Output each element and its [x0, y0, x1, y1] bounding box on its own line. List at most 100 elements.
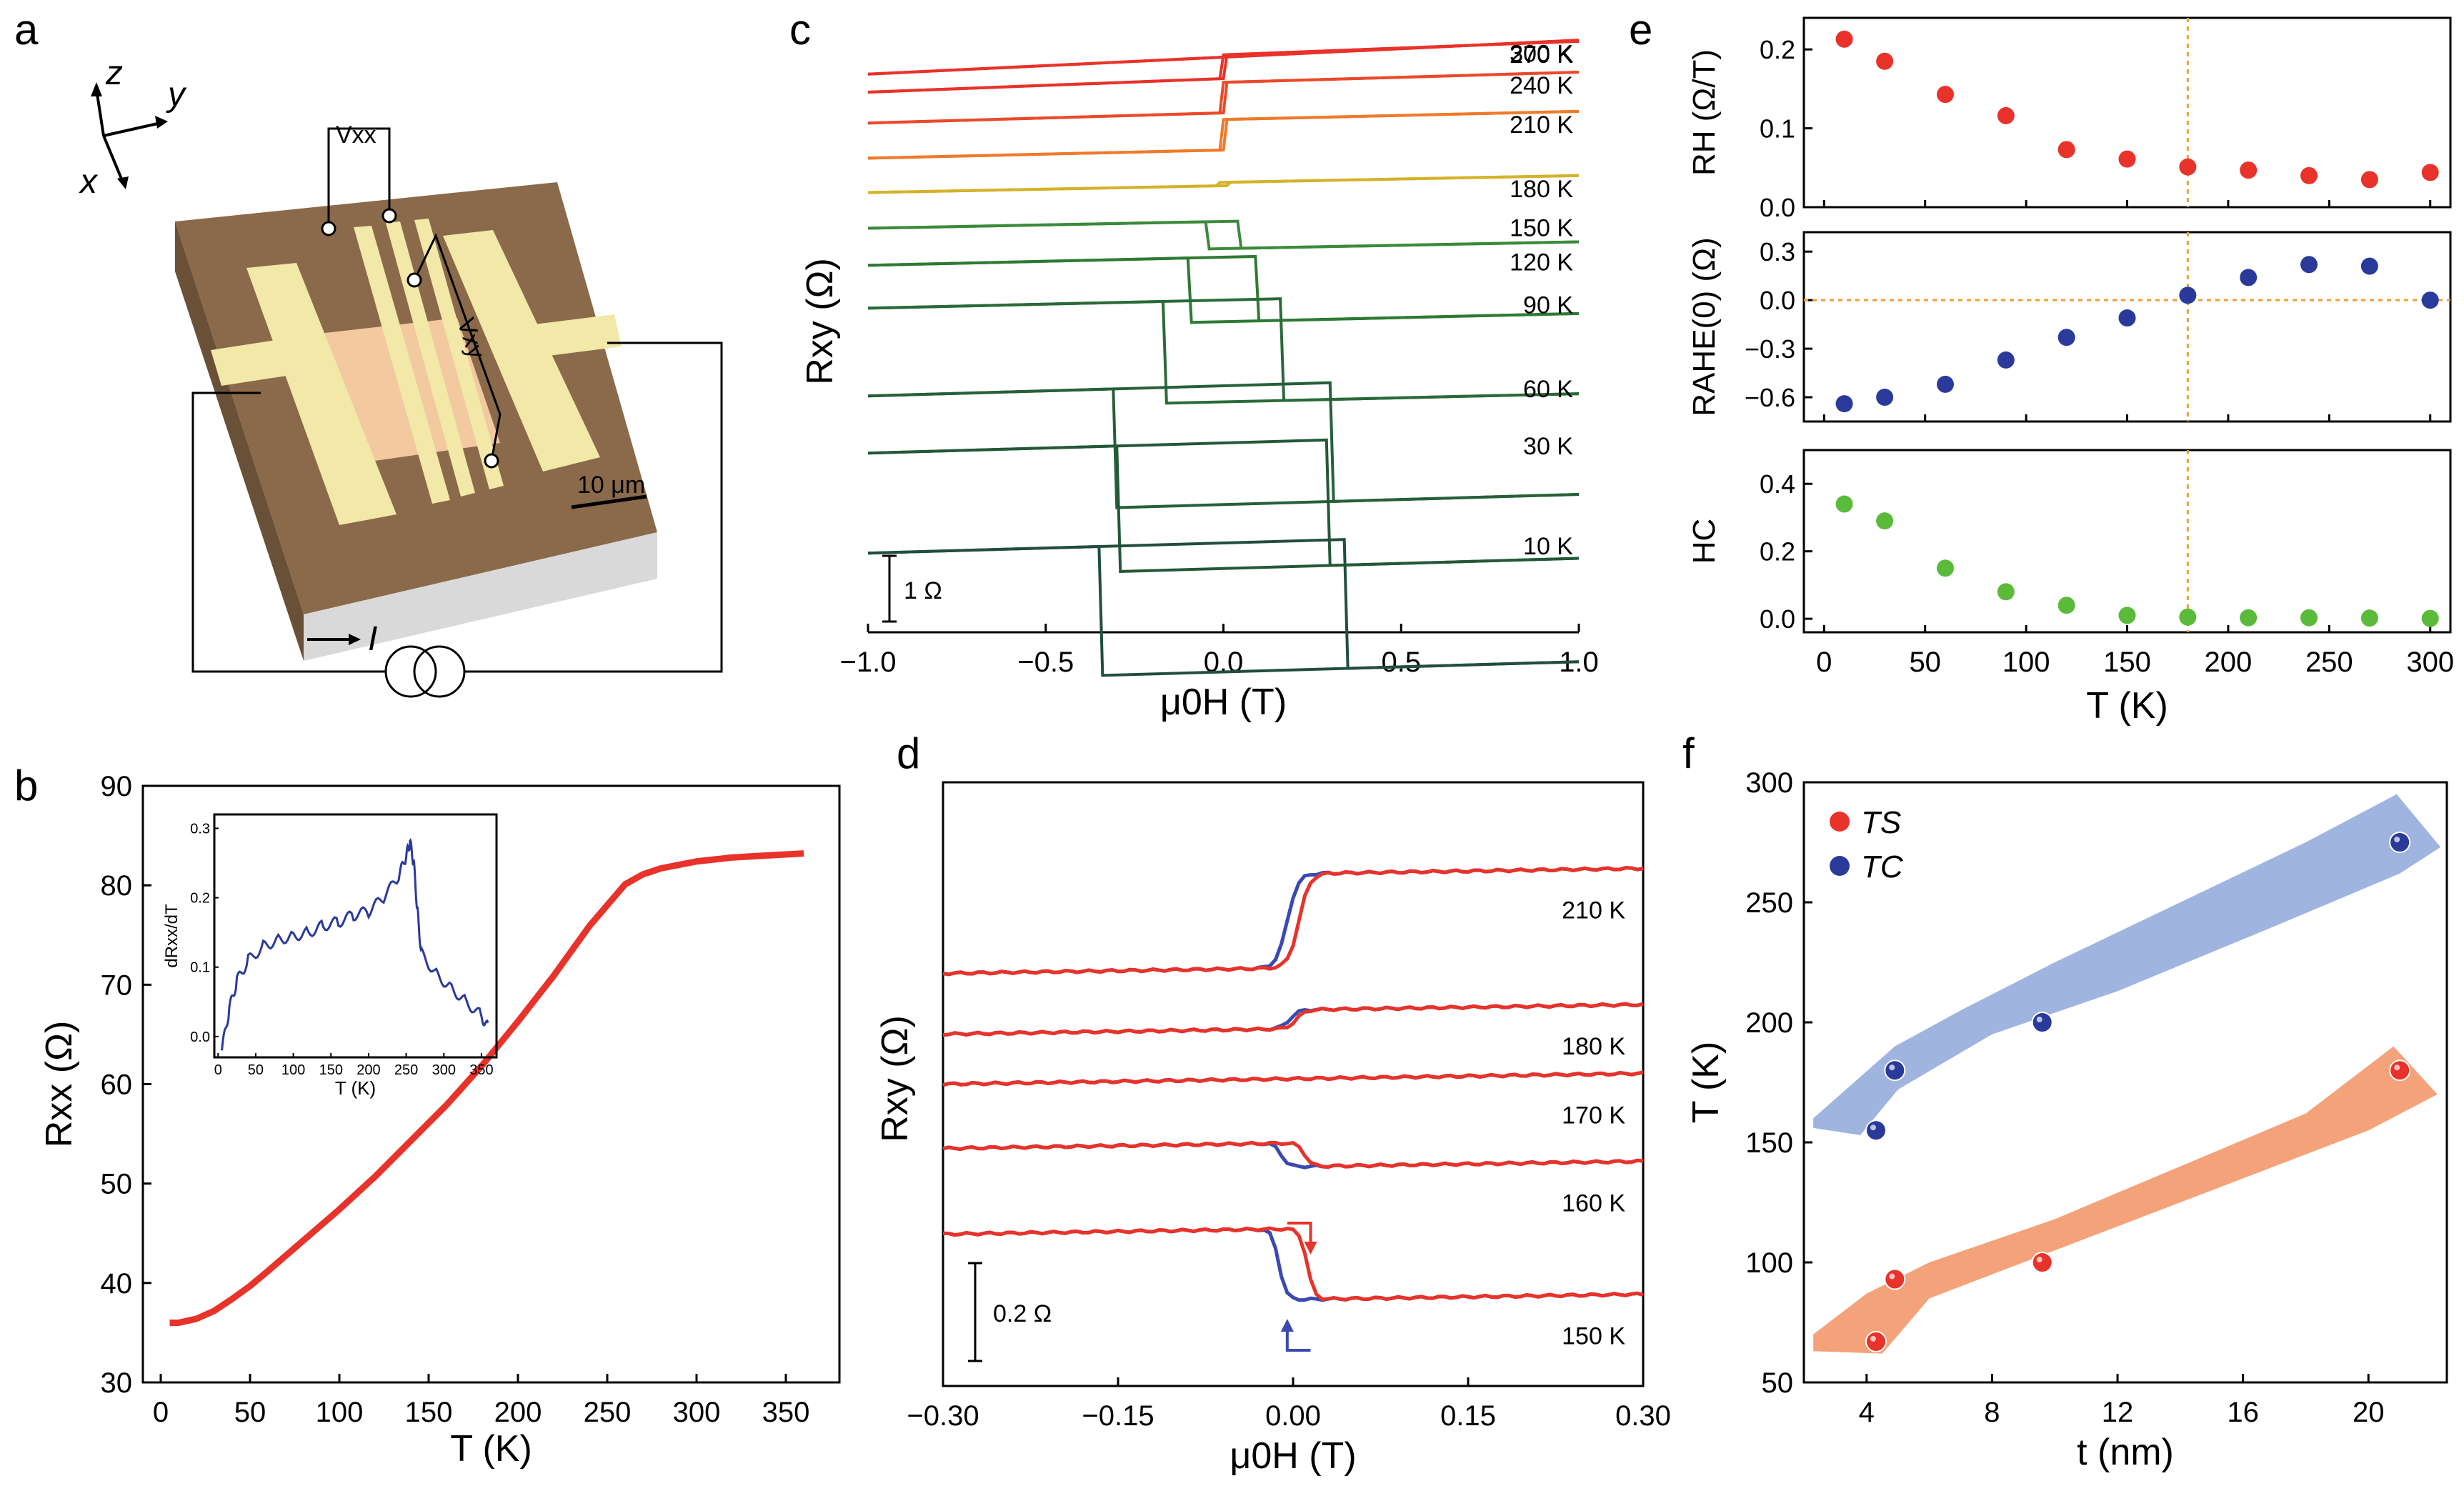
e-ytick-label: 0.1: [1760, 114, 1795, 144]
e-xtick-label: 200: [2205, 647, 2253, 678]
e-point: [1936, 86, 1954, 104]
e-point: [2118, 150, 2136, 168]
e-point: [2360, 171, 2378, 189]
c-temp-label: 120 K: [1510, 249, 1573, 276]
panel-label-d: d: [897, 729, 920, 777]
vxx-wire: [327, 127, 391, 227]
d-series-up-180K: [942, 1002, 1644, 1037]
e-point: [2118, 607, 2136, 624]
f-point-highlight: [2036, 1017, 2042, 1022]
e-point: [1835, 30, 1853, 48]
e-point: [2179, 286, 2197, 304]
f-xtick-label: 4: [1859, 1397, 1875, 1428]
d-temp-label: 210 K: [1562, 897, 1625, 924]
b-inset-xtick-label: 250: [394, 1062, 418, 1078]
c-temp-label: 210 K: [1510, 111, 1573, 139]
d-temp-label: 180 K: [1562, 1033, 1625, 1060]
e-ylabel: RH (Ω/T): [1687, 49, 1722, 176]
y-arrowhead-icon: [155, 116, 168, 129]
e-point: [1835, 495, 1853, 513]
d-xtick-label: 0.15: [1440, 1400, 1496, 1432]
e0-frame: [1802, 16, 2452, 209]
f-legend-label: TC: [1861, 849, 1904, 884]
current-arrowhead-icon: [349, 634, 361, 645]
c-series-down-180K: [867, 174, 1580, 194]
b-inset-ytick-label: 0.0: [190, 1029, 210, 1045]
contact-point-3: [406, 272, 422, 288]
f-ytick-label: 100: [1745, 1247, 1793, 1279]
b-inset-series: [221, 837, 489, 1051]
axis-x-label: x: [79, 163, 99, 201]
c-ylabel: Rxy (Ω): [799, 258, 841, 385]
e-xtick-label: 150: [2103, 647, 2151, 678]
chart-e: 0.0 0.1 0.2 RH (Ω/T) 0.3 0.0 −0.3 −0.6 RAHE(0) (…: [1687, 16, 2454, 727]
panel-label-f: f: [1682, 729, 1695, 777]
c-series-down-150K: [867, 220, 1580, 251]
e-xtick-label: 50: [1909, 647, 1941, 678]
e-point: [2360, 257, 2378, 275]
d-series-up-170K: [942, 1070, 1644, 1087]
c-series-down-240K: [867, 71, 1580, 125]
b-inset-xlabel: T (K): [335, 1077, 376, 1099]
chart-d: −0.30 −0.15 0.00 0.15 0.30 μ0H (T) Rxy (Ω) 210 …: [874, 781, 1671, 1477]
electrode-left-large: [246, 263, 396, 525]
vxx-label: Vxx: [336, 121, 376, 149]
e-point: [1997, 583, 2015, 601]
e-xtick-label: 250: [2305, 647, 2353, 678]
e-point: [2179, 608, 2197, 626]
z-arrowhead-icon: [91, 82, 102, 96]
f-band-ts: [1813, 1046, 2438, 1354]
electrode-right-pad: [529, 314, 622, 357]
panel-label-e: e: [1629, 6, 1652, 54]
vxy-wire: [413, 233, 502, 462]
voltage-probe-3: [414, 219, 504, 489]
c-temp-label: 60 K: [1523, 376, 1573, 403]
c-series-down-270K: [867, 39, 1580, 94]
b-ytick-label: 30: [101, 1367, 133, 1399]
c-xlabel: μ0H (T): [1160, 682, 1287, 723]
f-point-TS: [1884, 1268, 1906, 1290]
b-inset-ytick-label: 0.1: [190, 960, 210, 976]
e-xlabel: T (K): [2086, 685, 2168, 727]
f-point-TS: [2389, 1059, 2411, 1082]
d-sweep-down-arrowhead-icon: [1280, 1319, 1294, 1332]
e2-frame: [1802, 449, 2452, 634]
c-series-down-60K: [867, 387, 1580, 509]
b-inset-xtick-label: 0: [214, 1062, 222, 1078]
e-ylabel: HC: [1687, 519, 1722, 564]
f-point-TC: [1884, 1059, 1906, 1082]
c-xtick-label: −1.0: [840, 647, 897, 678]
b-xlabel: T (K): [450, 1428, 532, 1470]
e-point: [2421, 609, 2439, 627]
c-temp-label: 270 K: [1510, 41, 1573, 69]
b-inset-xtick-label: 300: [432, 1062, 456, 1078]
f-point-TC: [2389, 832, 2411, 853]
e-ytick-label: 0.2: [1760, 35, 1795, 64]
z-axis-arrow: [95, 89, 105, 136]
b-xtick-label: 300: [673, 1397, 721, 1428]
current-wire-right: [464, 341, 723, 673]
chart-b: 0 50 100 150 200 250 300 350 30 40 50 60 70 80 90 T (K)…: [39, 771, 841, 1470]
current-wire-left: [191, 392, 386, 673]
e-ytick-label: 0.4: [1760, 469, 1795, 499]
e-ytick-label: 0.0: [1760, 193, 1795, 222]
d-xtick-label: 0.30: [1615, 1400, 1671, 1432]
chart-f: 4 8 12 16 20 50 100 150 200 250 300 t (nm) T (K) TS TC: [1685, 767, 2448, 1473]
e-point: [2300, 166, 2318, 184]
electrode-right-large: [443, 230, 600, 472]
f-xtick-label: 8: [1984, 1397, 2000, 1428]
e-point: [2421, 164, 2439, 181]
b-xtick-label: 150: [405, 1397, 453, 1428]
device-schematic: z y x Vxx Vxy 10 μm I: [79, 54, 723, 698]
d-scale-bar-label: 0.2 Ω: [993, 1300, 1052, 1327]
b-ytick-label: 50: [101, 1169, 133, 1200]
d-sweep-up-arrow: [1287, 1222, 1312, 1243]
b-inset-xtick-label: 100: [281, 1062, 305, 1078]
current-label: I: [368, 620, 377, 658]
c-temp-label: 90 K: [1523, 292, 1573, 319]
c-temp-label: 150 K: [1510, 215, 1573, 242]
e-point: [2240, 269, 2258, 286]
current-source-icon-2: [413, 645, 466, 698]
